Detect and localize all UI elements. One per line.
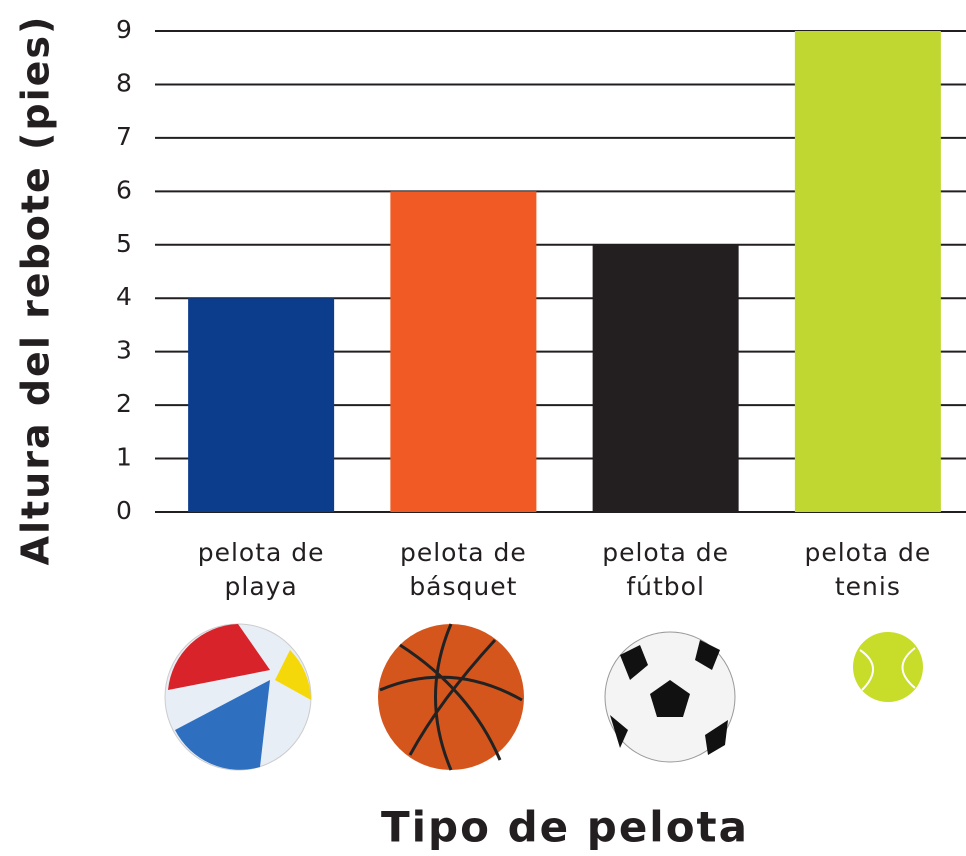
- tennis-ball: [853, 632, 923, 702]
- y-tick-label: 5: [116, 229, 132, 258]
- bar: [188, 298, 335, 512]
- beach-ball-yellow: [275, 650, 311, 700]
- beach-ball-blue: [175, 680, 270, 770]
- soccer-patch: [610, 715, 628, 748]
- y-tick-label: 7: [116, 122, 132, 151]
- soccer-patch: [695, 640, 720, 670]
- bar: [794, 31, 941, 512]
- y-tick-label: 1: [116, 443, 132, 472]
- y-tick-label: 4: [116, 282, 132, 311]
- y-tick-label: 6: [116, 175, 132, 204]
- y-tick-label: 9: [116, 15, 132, 44]
- bar: [390, 191, 537, 513]
- soccer-patch: [650, 680, 690, 717]
- x-tick-label: pelota de tenis: [804, 538, 932, 601]
- y-tick-label: 0: [116, 496, 132, 525]
- x-tick-label: pelota de básquet: [399, 538, 527, 601]
- x-axis-title: Tipo de pelota: [381, 803, 749, 852]
- y-tick-label: 8: [116, 68, 132, 97]
- y-tick-label: 3: [116, 336, 132, 365]
- tennis-seam: [859, 647, 916, 691]
- bar: [592, 244, 739, 512]
- beach-ball-red: [168, 624, 270, 690]
- soccer-patch: [620, 645, 648, 680]
- soccer-patch: [705, 720, 728, 755]
- y-tick-label: 2: [116, 389, 132, 418]
- y-axis-title: Altura del rebote (pies): [14, 15, 58, 566]
- ball-icons: [164, 623, 923, 771]
- x-tick-label: pelota de playa: [197, 538, 325, 601]
- basketball-lines: [379, 623, 523, 771]
- x-tick-label: pelota de fútbol: [602, 538, 730, 601]
